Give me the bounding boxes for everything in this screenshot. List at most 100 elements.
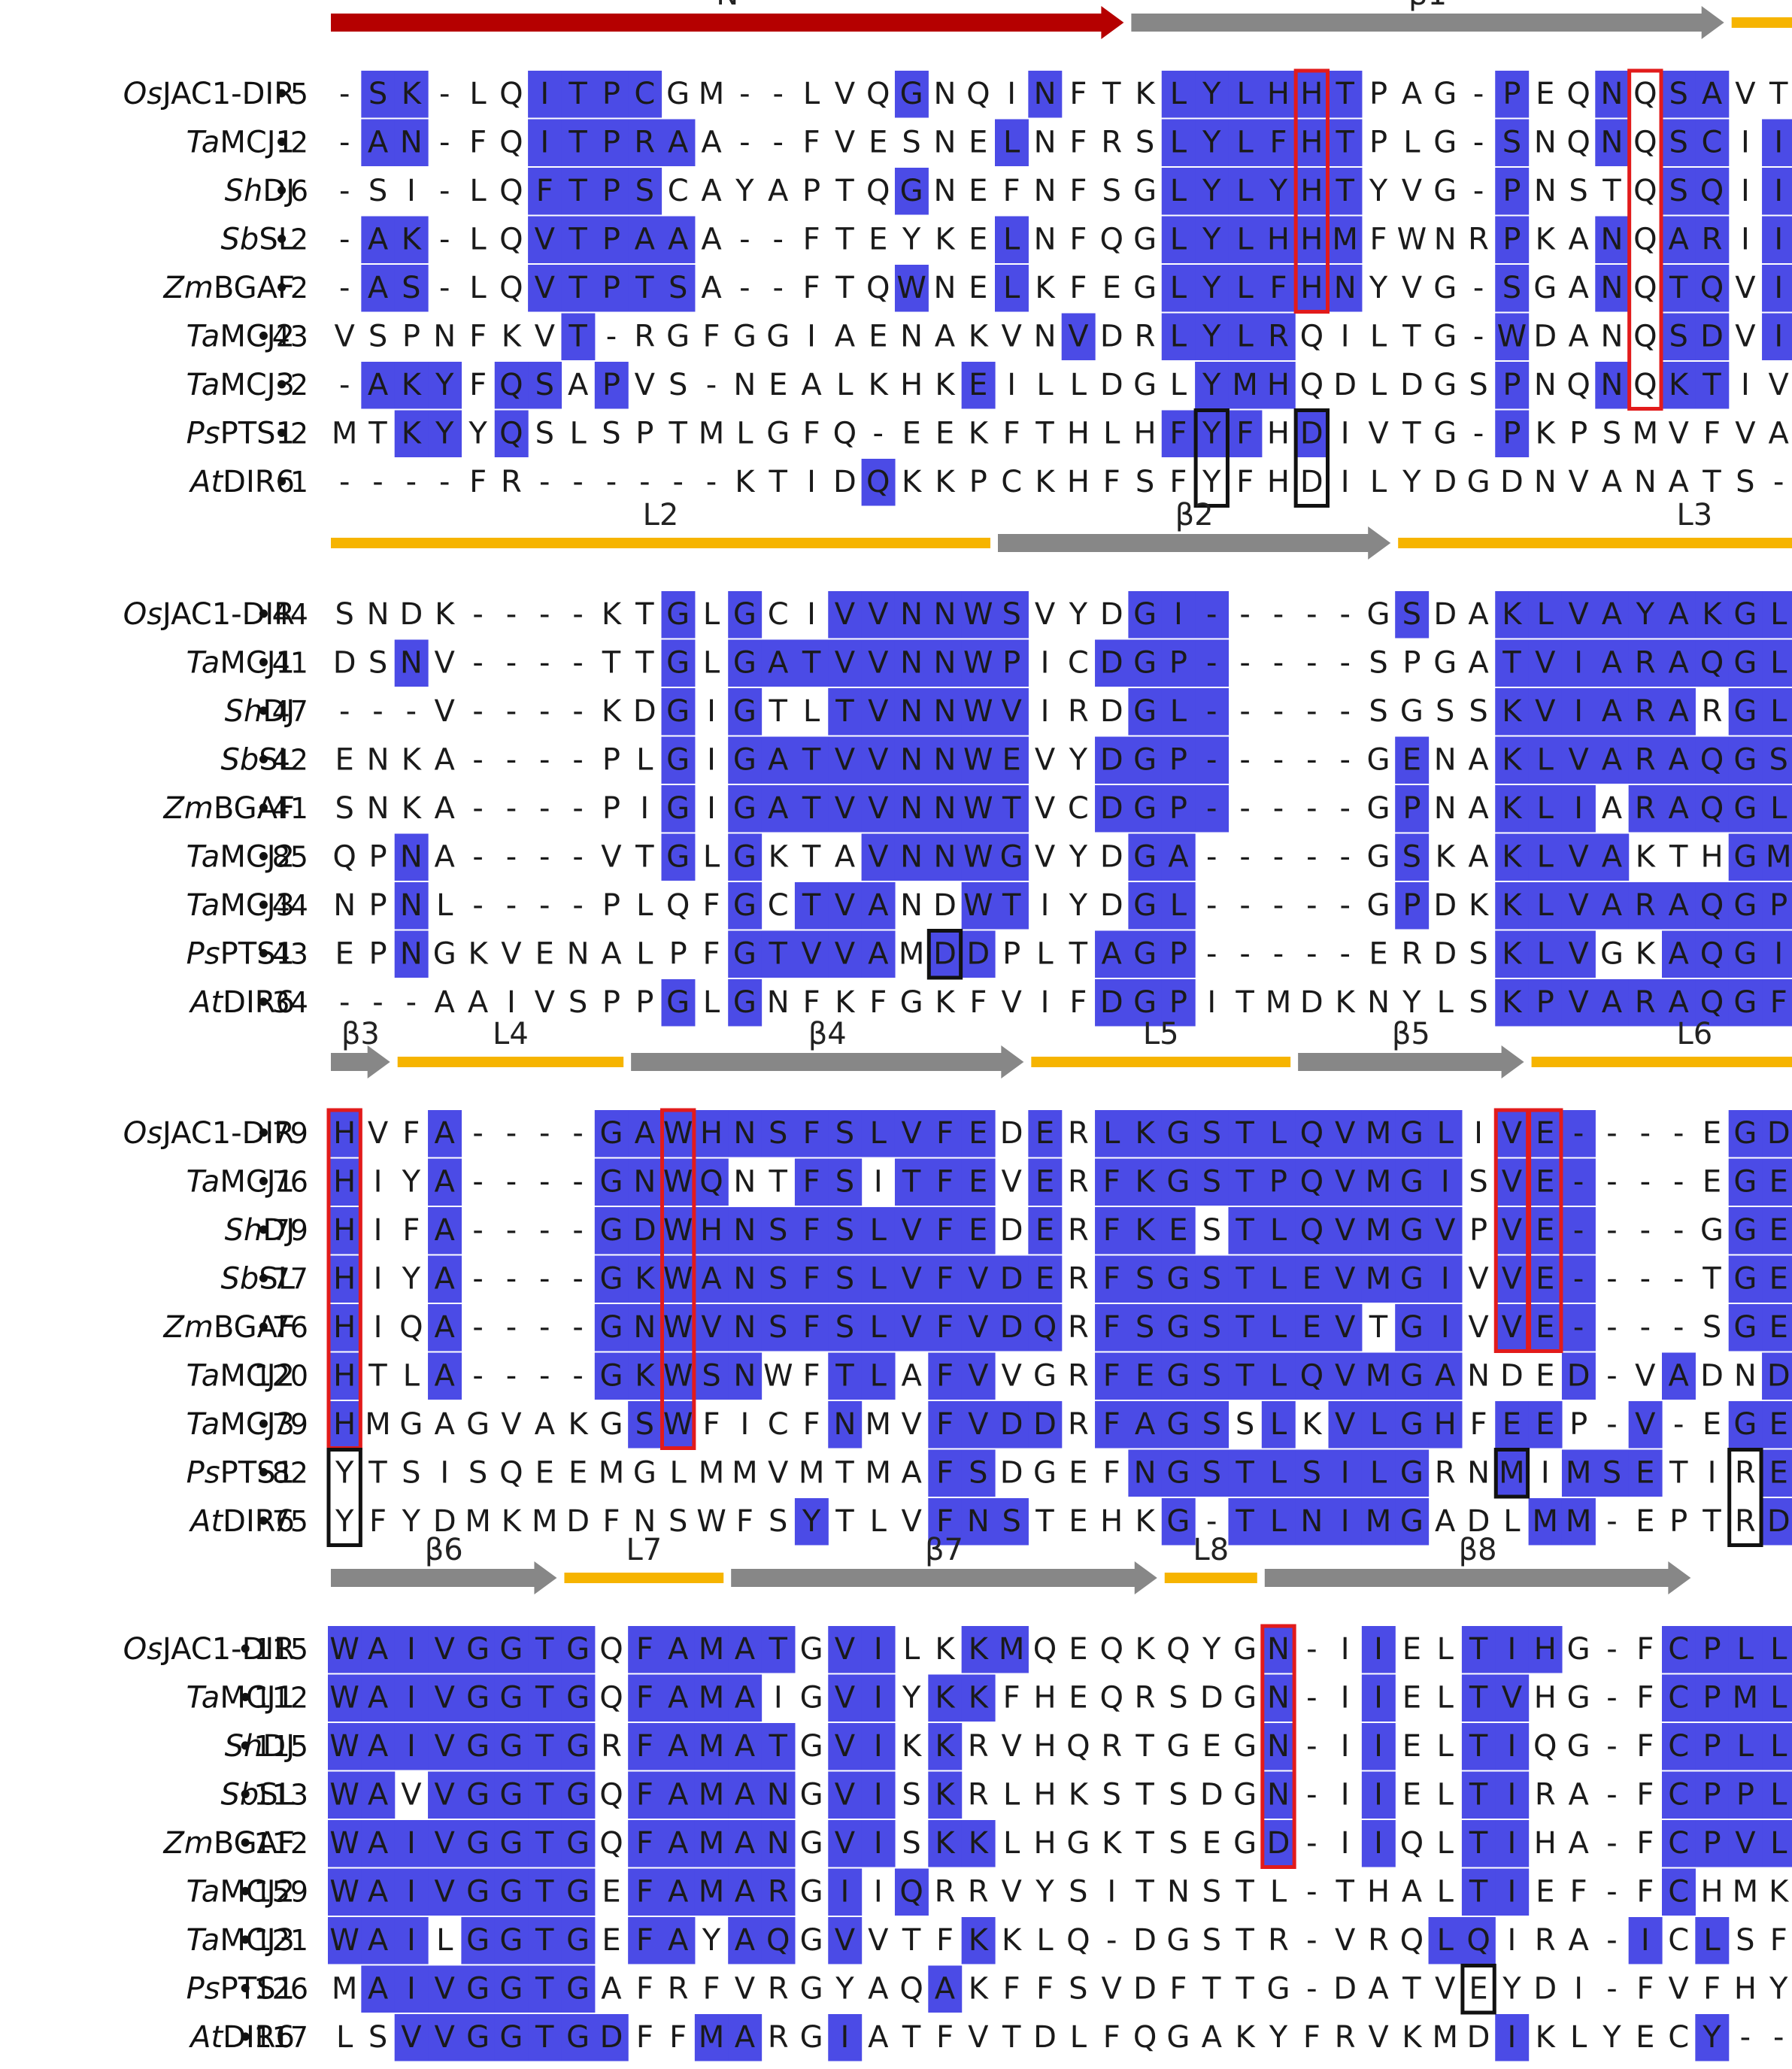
residue: K: [402, 368, 423, 402]
residue: F: [1003, 174, 1020, 208]
residue: Q: [332, 840, 356, 875]
residue: I: [440, 1456, 449, 1491]
residue: R: [1068, 1116, 1089, 1151]
residue: R: [1702, 694, 1723, 729]
conserved-cell: [1295, 1110, 1330, 1157]
gap-residue: -: [1306, 1923, 1317, 1958]
gap-residue: -: [1473, 320, 1484, 354]
residue: E: [1002, 743, 1021, 778]
residue: I: [1341, 1504, 1350, 1539]
residue: L: [1437, 985, 1454, 1020]
conserved-cell: [661, 833, 696, 881]
residue: I: [374, 1310, 383, 1345]
residue: E: [1402, 1681, 1421, 1716]
residue: G: [1133, 791, 1157, 826]
residue: G: [466, 1972, 490, 2007]
strand-arrow: [631, 1045, 1024, 1078]
residue: I: [807, 597, 816, 632]
residue: E: [1069, 1632, 1087, 1667]
residue: A: [1602, 597, 1623, 632]
residue: Q: [866, 465, 890, 499]
residue: L: [1003, 1778, 1020, 1813]
residue: V: [835, 1826, 856, 1861]
species-prefix: Os: [123, 1116, 162, 1151]
residue: T: [1235, 1456, 1254, 1491]
conserved-cell: [1595, 688, 1630, 736]
residue: I: [1774, 174, 1783, 208]
residue: K: [935, 1632, 956, 1667]
conserved-cell: [961, 930, 996, 978]
gap-residue: -: [572, 597, 583, 632]
alignment-row: ZmBGAF•76 H I Q A - - - - G N W V N S F S L V F V D Q R F S G S T L E V…: [163, 1304, 1792, 1352]
start-position: •44: [255, 598, 308, 631]
residue: G: [1433, 646, 1457, 681]
conserved-cell: [1662, 930, 1696, 978]
gap-residue: -: [1339, 597, 1350, 632]
residue: F: [1069, 174, 1087, 208]
conserved-cell: [995, 833, 1029, 881]
residue: T: [568, 174, 587, 208]
residue: T: [1369, 1310, 1388, 1345]
residue: V: [901, 1213, 922, 1248]
residue: L: [1236, 126, 1254, 160]
conserved-cell: [1228, 1158, 1263, 1206]
residue: N: [1634, 465, 1657, 499]
residue: G: [766, 320, 790, 354]
residue: N: [333, 888, 356, 923]
conserved-cell: [1695, 979, 1730, 1027]
gap-residue: -: [1606, 1923, 1617, 1958]
conserved-cell: [561, 265, 596, 312]
residue: G: [1166, 1504, 1190, 1539]
residue: F: [1470, 1407, 1487, 1442]
conserved-cell: [394, 410, 429, 457]
residue: V: [1568, 840, 1589, 875]
residue: E: [902, 417, 920, 451]
start-position: 120: [253, 1360, 308, 1393]
residue: A: [1568, 223, 1589, 257]
conserved-cell: [1695, 736, 1730, 784]
residue: T: [802, 840, 821, 875]
residue: H: [1300, 126, 1323, 160]
conserved-cell: [961, 785, 996, 833]
residue: T: [635, 271, 654, 305]
segment-label: L4: [493, 1017, 529, 1051]
gap-residue: -: [1273, 743, 1284, 778]
start-position: •1: [273, 466, 308, 499]
conserved-cell: [828, 785, 863, 833]
residue: T: [1135, 1778, 1154, 1813]
conserved-cell: [428, 1110, 462, 1157]
residue: G: [499, 1632, 523, 1667]
residue: M: [1499, 1456, 1525, 1491]
conserved-cell: [861, 688, 896, 736]
residue: Q: [1566, 368, 1590, 402]
conserved-cell: [1495, 591, 1530, 639]
residue: G: [1400, 1213, 1424, 1248]
conserved-cell: [1662, 119, 1696, 166]
residue: V: [1001, 985, 1022, 1020]
conserved-cell: [661, 1158, 696, 1206]
residue: G: [1733, 840, 1757, 875]
residue: F: [1103, 1456, 1120, 1491]
gap-residue: -: [506, 743, 517, 778]
residue: V: [835, 1681, 856, 1716]
alignment-row: ShDJ•115 W A I V G G T G R F A M A T G V I K K R V H Q R T G E G N - I I…: [225, 1723, 1792, 1770]
residue: L: [1770, 1632, 1787, 1667]
residue: M: [699, 1778, 725, 1813]
residue: L: [1270, 1875, 1287, 1910]
red-box: [1627, 68, 1663, 411]
residue: H: [1300, 223, 1323, 257]
residue: Y: [735, 174, 754, 208]
residue: A: [435, 1310, 456, 1345]
residue: I: [1207, 985, 1216, 1020]
segment-loop-6: L6: [1531, 1017, 1792, 1067]
residue: F: [803, 417, 820, 451]
residue: C: [768, 1407, 789, 1442]
residue: L: [436, 1923, 453, 1958]
residue: A: [668, 1778, 689, 1813]
residue: E: [1636, 1456, 1654, 1491]
residue: Q: [499, 417, 523, 451]
species-prefix: Ta: [186, 1923, 220, 1958]
residue: Y: [1202, 126, 1221, 160]
residue: A: [368, 368, 389, 402]
residue: H: [1434, 1407, 1457, 1442]
